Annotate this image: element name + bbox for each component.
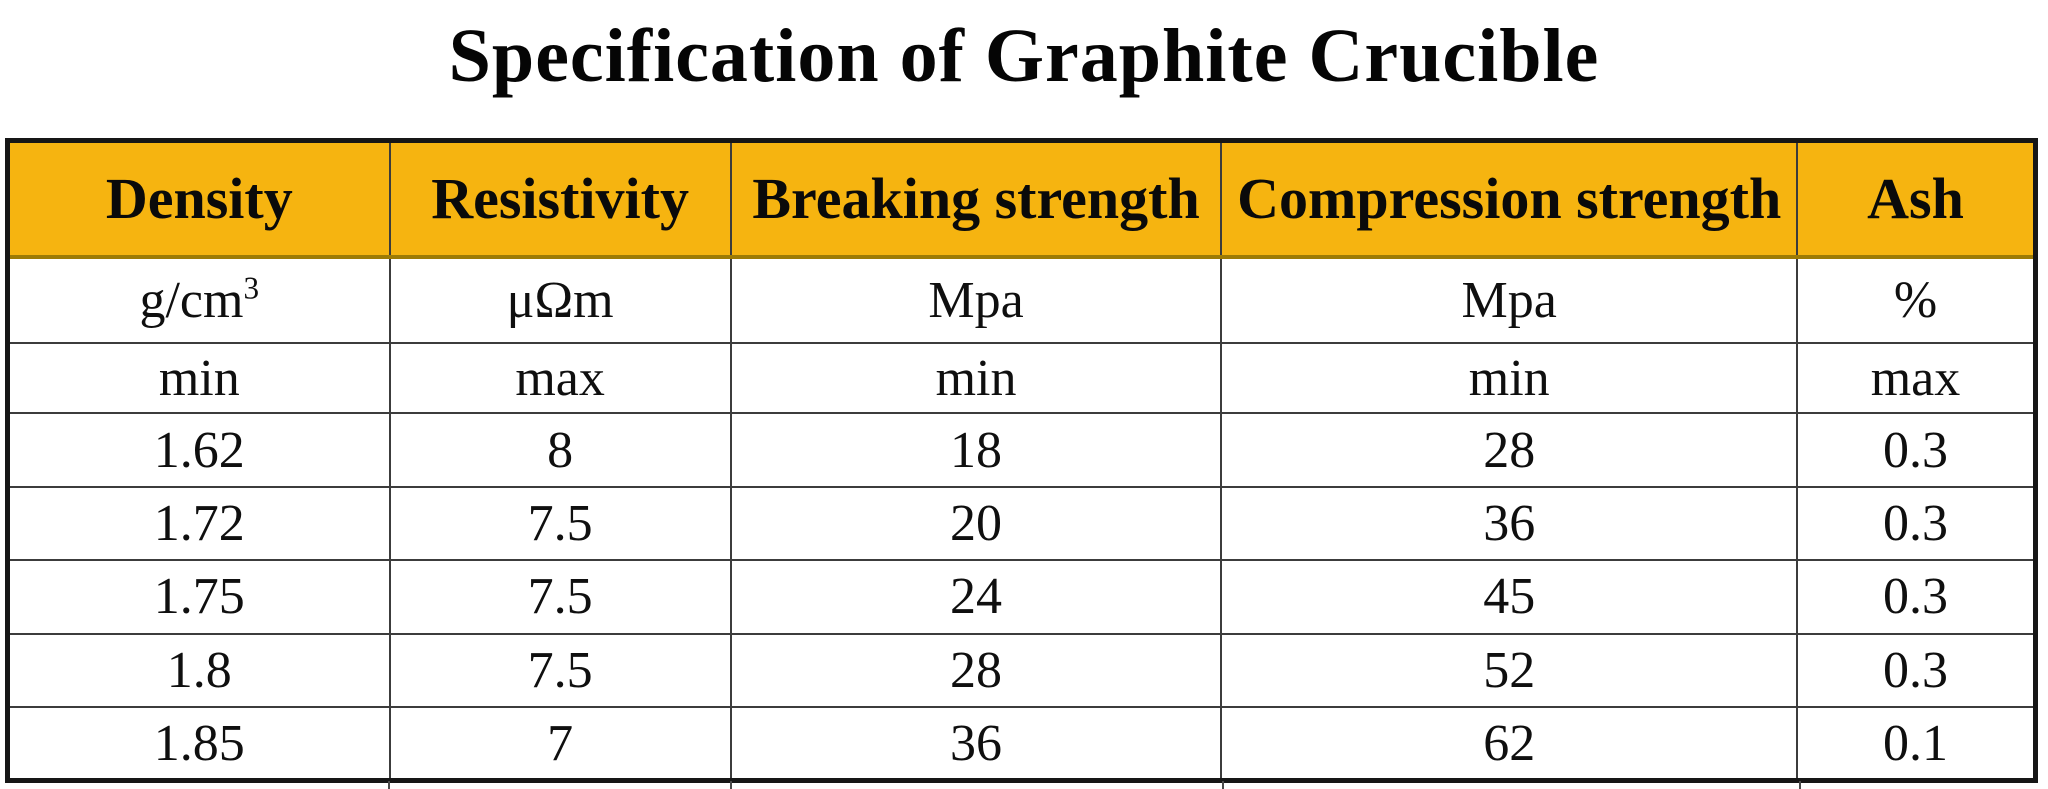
limit-cell-ash: max <box>1795 341 2037 415</box>
data-cell: 7 <box>388 706 732 782</box>
data-cell: 18 <box>729 412 1223 488</box>
grid-line-stub <box>1222 781 1224 789</box>
grid-line-stub <box>388 781 390 789</box>
data-cell: 62 <box>1220 706 1798 782</box>
unit-cell-resistivity: μΩm <box>388 255 732 344</box>
spec-table: Density Resistivity Breaking strength Co… <box>5 138 2038 783</box>
data-cell: 1.62 <box>6 412 391 488</box>
units-row: g/cm3 μΩm Mpa Mpa % <box>6 255 2037 344</box>
data-cell: 36 <box>1220 485 1798 562</box>
page-title: Specification of Graphite Crucible <box>448 14 1600 98</box>
data-cell: 45 <box>1220 559 1798 635</box>
data-cell: 36 <box>729 706 1223 782</box>
unit-cell-density: g/cm3 <box>6 255 391 344</box>
data-cell: 1.75 <box>6 559 391 635</box>
data-cell: 7.5 <box>388 485 732 562</box>
data-cell: 0.3 <box>1795 485 2037 562</box>
unit-base: % <box>1893 271 1938 329</box>
limit-cell-density: min <box>6 341 391 415</box>
limit-cell-resistivity: max <box>388 341 732 415</box>
data-cell: 24 <box>729 559 1223 635</box>
table-row: 1.8 7.5 28 52 0.3 <box>6 632 2037 709</box>
data-cell: 0.1 <box>1795 706 2037 782</box>
limit-cell-compression-strength: min <box>1220 341 1798 415</box>
data-cell: 1.8 <box>6 632 391 709</box>
data-cell: 0.3 <box>1795 632 2037 709</box>
table-row: 1.72 7.5 20 36 0.3 <box>6 485 2037 562</box>
col-header-ash: Ash <box>1795 139 2037 259</box>
data-cell: 0.3 <box>1795 412 2037 488</box>
data-cell: 7.5 <box>388 559 732 635</box>
grid-line-stub <box>730 781 732 789</box>
unit-cell-compression-strength: Mpa <box>1220 255 1798 344</box>
unit-cell-breaking-strength: Mpa <box>729 255 1223 344</box>
data-cell: 52 <box>1220 632 1798 709</box>
limit-cell-breaking-strength: min <box>729 341 1223 415</box>
unit-base: g/cm <box>139 271 244 329</box>
table-row: 1.75 7.5 24 45 0.3 <box>6 559 2037 635</box>
unit-superscript: 3 <box>243 270 260 306</box>
data-cell: 20 <box>729 485 1223 562</box>
unit-base: Mpa <box>928 271 1024 329</box>
table-row: 1.85 7 36 62 0.1 <box>6 706 2037 782</box>
col-header-density: Density <box>6 139 391 259</box>
unit-base: μΩm <box>506 271 614 329</box>
data-cell: 7.5 <box>388 632 732 709</box>
col-header-resistivity: Resistivity <box>388 139 732 259</box>
data-cell: 1.72 <box>6 485 391 562</box>
data-cell: 28 <box>729 632 1223 709</box>
table-row: 1.62 8 18 28 0.3 <box>6 412 2037 488</box>
unit-base: Mpa <box>1461 271 1557 329</box>
grid-line-stub <box>1799 781 1801 789</box>
table-header-row: Density Resistivity Breaking strength Co… <box>6 139 2037 259</box>
col-header-compression-strength: Compression strength <box>1220 139 1798 259</box>
data-cell: 1.85 <box>6 706 391 782</box>
data-cell: 0.3 <box>1795 559 2037 635</box>
limits-row: min max min min max <box>6 341 2037 415</box>
data-cell: 28 <box>1220 412 1798 488</box>
unit-cell-ash: % <box>1795 255 2037 344</box>
col-header-breaking-strength: Breaking strength <box>729 139 1223 259</box>
data-cell: 8 <box>388 412 732 488</box>
